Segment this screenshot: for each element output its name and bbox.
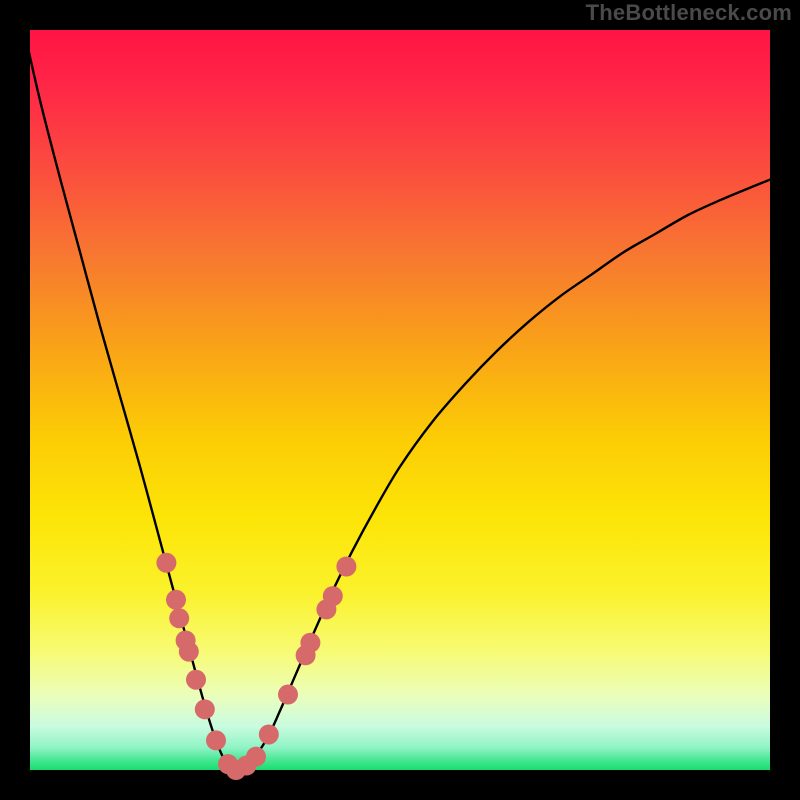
marker-point: [169, 608, 189, 628]
marker-point: [179, 642, 199, 662]
marker-point: [323, 586, 343, 606]
plot-background: [30, 30, 770, 770]
marker-point: [300, 633, 320, 653]
marker-point: [336, 557, 356, 577]
marker-point: [278, 685, 298, 705]
marker-point: [195, 699, 215, 719]
watermark-text: TheBottleneck.com: [586, 0, 792, 26]
marker-point: [259, 724, 279, 744]
marker-point: [156, 553, 176, 573]
marker-point: [246, 747, 266, 767]
marker-point: [206, 730, 226, 750]
marker-point: [166, 590, 186, 610]
marker-point: [186, 670, 206, 690]
bottleneck-chart: [0, 0, 800, 800]
